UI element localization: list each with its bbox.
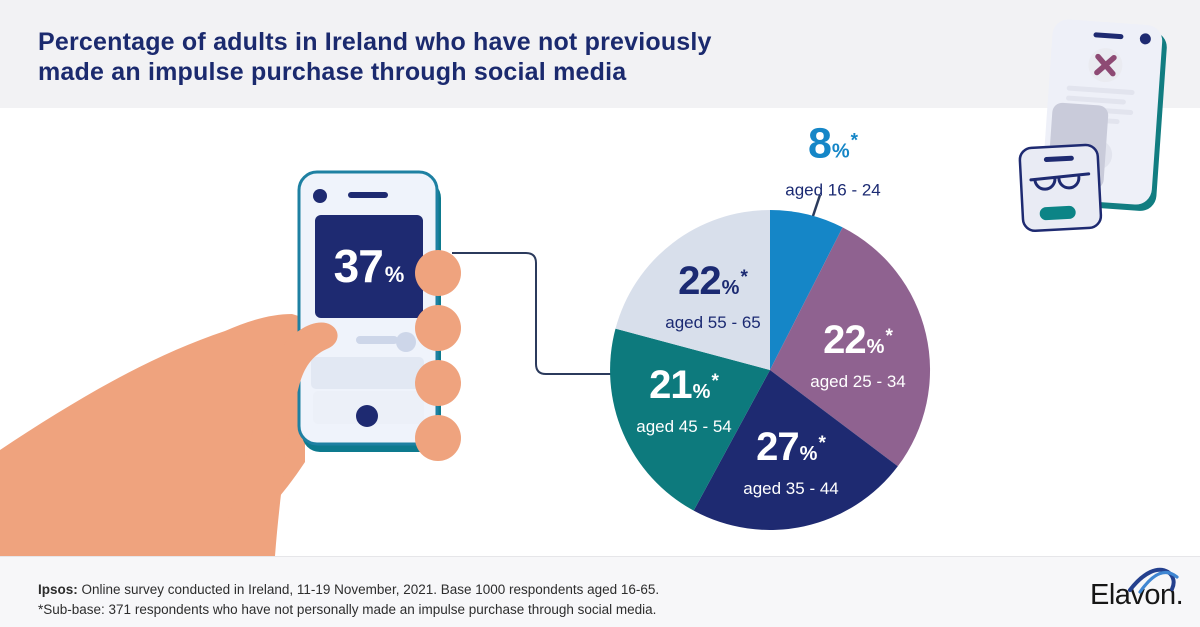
footer-source-label: Ipsos: bbox=[38, 582, 78, 597]
pie-chart bbox=[610, 209, 931, 530]
phone-stat-value: 37 bbox=[333, 240, 384, 292]
glasses-card-topbar bbox=[1043, 155, 1074, 163]
pie-label-age-range: aged 25 - 34 bbox=[810, 372, 906, 391]
connector-line bbox=[452, 252, 611, 375]
phone-in-hand bbox=[297, 170, 441, 452]
phone-home-button bbox=[356, 405, 378, 427]
footer-line-2: *Sub-base: 371 respondents who have not … bbox=[38, 601, 657, 617]
illu-text-line bbox=[1066, 95, 1126, 105]
page-title: Percentage of adults in Ireland who have… bbox=[38, 27, 798, 87]
finger-circle bbox=[415, 305, 461, 351]
title-line-2: made an impulse purchase through social … bbox=[38, 58, 627, 86]
callout-line-16-24 bbox=[810, 194, 822, 220]
pie-label-55-65: 22%* aged 55 - 65 bbox=[665, 259, 761, 332]
glasses-card-body bbox=[1018, 143, 1103, 232]
phone-stat: 37% bbox=[334, 239, 405, 293]
pie-label-45-54: 21%* aged 45 - 54 bbox=[636, 363, 732, 436]
phone-camera-dot bbox=[313, 189, 327, 203]
topright-illustration bbox=[1018, 19, 1167, 232]
x-mark-icon bbox=[1094, 53, 1117, 77]
pie-segment-16-24 bbox=[770, 209, 843, 370]
footer-line-1: Ipsos: Online survey conducted in Irelan… bbox=[38, 580, 659, 600]
footer-source-note: Ipsos: Online survey conducted in Irelan… bbox=[38, 580, 659, 619]
pie-label-age-range: aged 16 - 24 bbox=[785, 180, 881, 200]
glasses-card bbox=[1018, 143, 1103, 232]
pie-label-age-range: aged 35 - 44 bbox=[743, 479, 839, 498]
footer-band bbox=[0, 556, 1200, 627]
illu-camera-dot bbox=[1139, 33, 1151, 45]
elavon-logo: Elavon. bbox=[1090, 567, 1195, 612]
teal-pill-button bbox=[1039, 205, 1076, 221]
pie-label-35-44: 27%* aged 35 - 44 bbox=[743, 425, 839, 498]
glasses-icon bbox=[1029, 172, 1091, 191]
header-band bbox=[0, 0, 1200, 108]
phone-speaker-bar bbox=[348, 192, 388, 198]
elavon-swoosh-icon bbox=[1128, 567, 1179, 594]
illu-text-line bbox=[1066, 85, 1135, 96]
screen-placeholder-circle bbox=[396, 332, 416, 352]
phone-screen-card bbox=[315, 215, 423, 318]
screen-placeholder-pill bbox=[356, 336, 398, 344]
pie-label-age-range: aged 45 - 54 bbox=[636, 417, 732, 436]
illu-speaker-bar bbox=[1093, 32, 1124, 40]
pie-segment-25-34 bbox=[770, 227, 931, 467]
thumb-shape bbox=[215, 322, 338, 556]
arm-shape bbox=[0, 314, 305, 556]
pie-segment-35-44 bbox=[693, 370, 898, 530]
footer-source-rest: Online survey conducted in Ireland, 11-1… bbox=[77, 582, 660, 597]
pie-label-16-24: 8%* aged 16 - 24 bbox=[785, 119, 881, 200]
hand-fingers bbox=[215, 250, 461, 556]
title-line-1: Percentage of adults in Ireland who have… bbox=[38, 28, 712, 56]
pie-label-25-34: 22%* aged 25 - 34 bbox=[810, 318, 906, 391]
finger-circle bbox=[415, 250, 461, 296]
finger-circle bbox=[415, 415, 461, 461]
pie-segment-55-65 bbox=[615, 210, 770, 370]
pie-segment-45-54 bbox=[610, 328, 770, 511]
hand-illustration bbox=[0, 314, 305, 556]
screen-placeholder-row1 bbox=[311, 357, 424, 389]
finger-circle bbox=[415, 360, 461, 406]
phone-stat-percent: % bbox=[384, 262, 405, 287]
pie-label-age-range: aged 55 - 65 bbox=[665, 313, 761, 332]
